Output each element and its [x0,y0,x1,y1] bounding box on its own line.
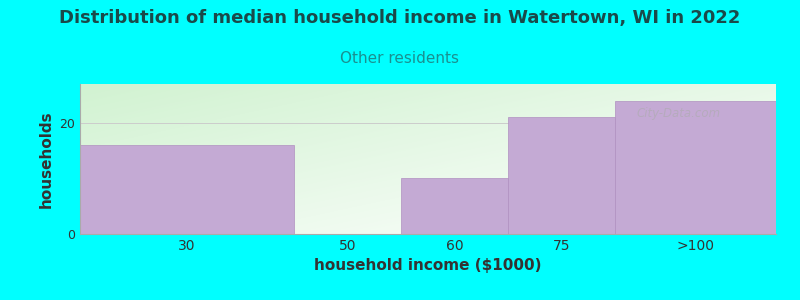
Text: City-Data.com: City-Data.com [637,107,721,121]
Bar [615,101,776,234]
Bar [402,178,508,234]
Bar [508,117,615,234]
Text: Distribution of median household income in Watertown, WI in 2022: Distribution of median household income … [59,9,741,27]
Text: Other residents: Other residents [341,51,459,66]
Bar [80,145,294,234]
X-axis label: household income ($1000): household income ($1000) [314,258,542,273]
Y-axis label: households: households [38,110,54,208]
